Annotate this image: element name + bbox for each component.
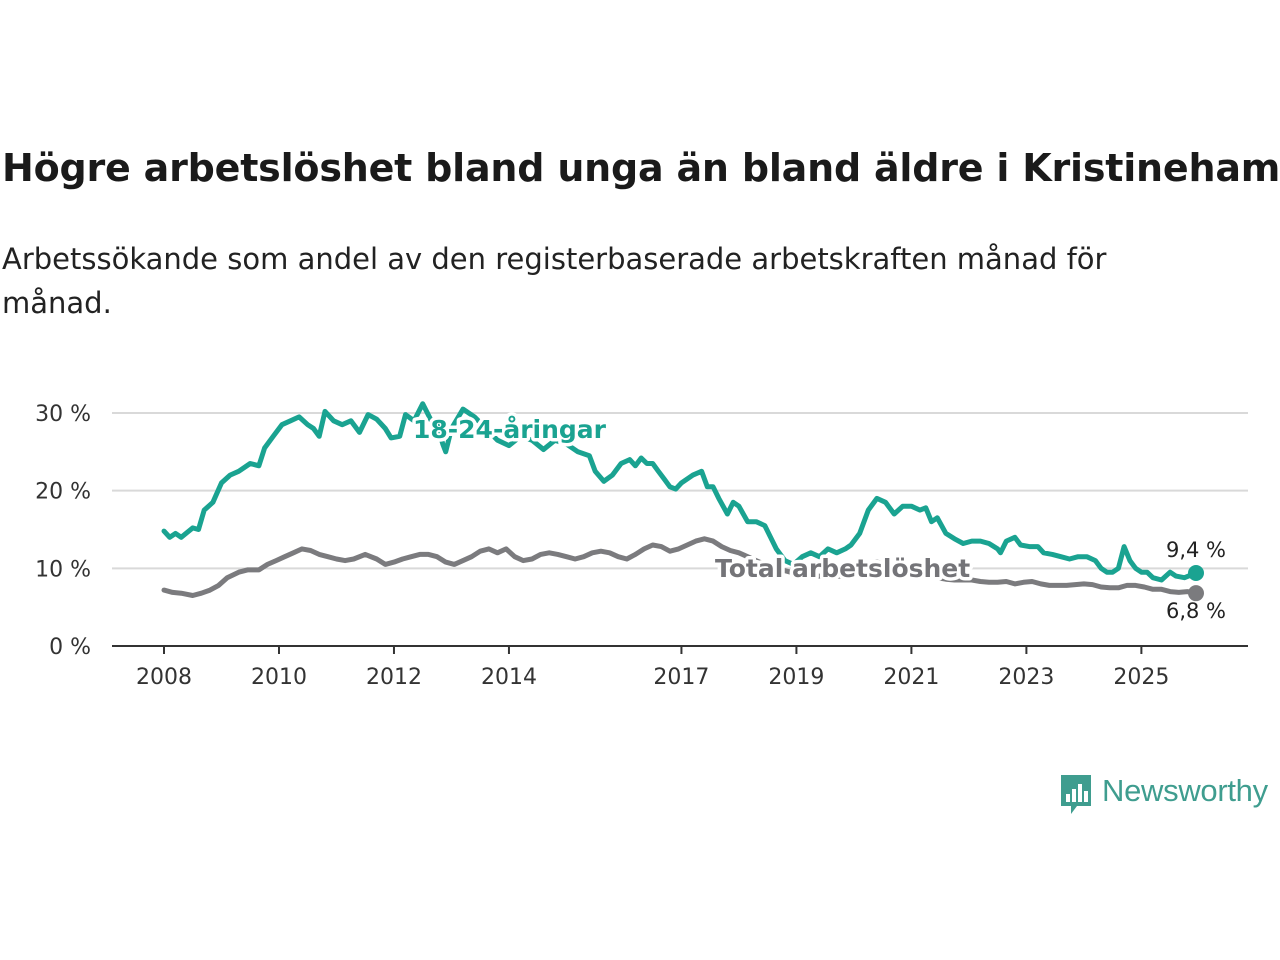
y-tick-label: 10 % — [35, 557, 91, 582]
grid-lines — [112, 412, 1248, 570]
end-value-label-youth: 9,4 % — [1166, 538, 1226, 562]
y-axis-tick-labels: 0 % 10 % 20 % 30 % — [35, 402, 91, 660]
x-tick-label: 2010 — [251, 665, 307, 690]
newsworthy-logo-icon — [1061, 775, 1091, 814]
series-line-18-24-aringar — [161, 401, 1199, 583]
y-tick-label: 20 % — [35, 480, 91, 505]
newsworthy-logo-text: Newsworthy — [1102, 773, 1268, 808]
end-markers: 9,4 % 6,8 % — [1166, 538, 1226, 623]
x-tick-label: 2021 — [883, 665, 939, 690]
x-tick-label: 2012 — [366, 665, 422, 690]
end-point-18-24-aringar — [1188, 564, 1204, 581]
x-axis-tick-labels: 2008 2010 2012 2014 2017 2019 2021 2023 2025 — [136, 646, 1169, 690]
series-group — [161, 401, 1204, 602]
end-value-label-total: 6,8 % — [1166, 599, 1226, 623]
y-tick-label: 30 % — [35, 402, 91, 427]
series-line-total-arbetsloshet — [161, 536, 1199, 598]
x-tick-label: 2023 — [998, 665, 1054, 690]
x-tick-label: 2025 — [1113, 665, 1169, 690]
series-labels: 18-24-åringar Total arbetslöshet — [410, 412, 974, 587]
x-tick-label: 2017 — [653, 665, 709, 690]
series-label-total-arbetsloshet: Total arbetslöshet — [715, 554, 970, 583]
chart-title: Högre arbetslöshet bland unga än bland ä… — [2, 146, 1280, 190]
series-label-18-24-aringar: 18-24-åringar — [413, 415, 607, 444]
line-chart: 0 % 10 % 20 % 30 % 2008 2010 2012 2014 2017 2019… — [35, 401, 1248, 690]
x-tick-label: 2014 — [481, 665, 537, 690]
chart-subtitle: Arbetssökande som andel av den registerb… — [2, 242, 1107, 320]
newsworthy-logo: Newsworthy — [1058, 772, 1268, 820]
x-tick-label: 2019 — [768, 665, 824, 690]
x-tick-label: 2008 — [136, 665, 192, 690]
end-point-total-arbetsloshet — [1188, 585, 1204, 602]
y-tick-label: 0 % — [49, 635, 91, 660]
